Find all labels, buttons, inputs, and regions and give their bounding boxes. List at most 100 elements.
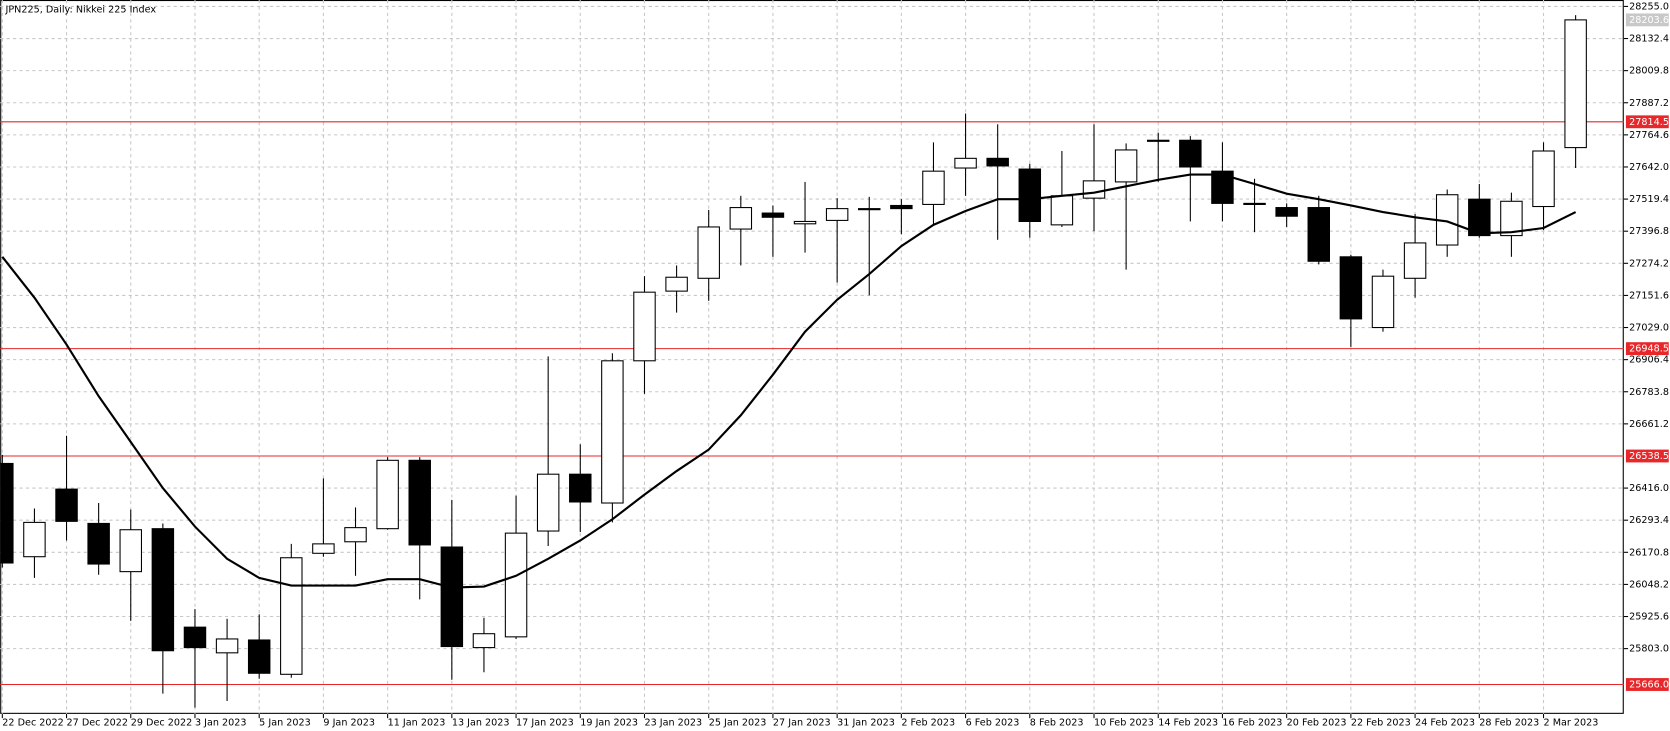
candle-body — [569, 473, 592, 503]
x-tick-label: 10 Feb 2023 — [1094, 717, 1154, 728]
candle-body — [890, 204, 913, 210]
current-price-label: 28203.6 — [1629, 15, 1669, 26]
y-tick-label: 27274.2 — [1629, 258, 1669, 269]
x-tick-label: 29 Dec 2022 — [131, 717, 193, 728]
y-tick-label: 26416.0 — [1629, 483, 1669, 494]
x-tick-label: 13 Jan 2023 — [452, 717, 510, 728]
y-tick-label: 25803.0 — [1629, 644, 1669, 655]
x-tick-label: 23 Jan 2023 — [644, 717, 702, 728]
candle-body — [1371, 275, 1395, 329]
candle-body — [1114, 149, 1138, 183]
candle-body — [376, 459, 399, 530]
candle-body — [87, 522, 110, 565]
candle-body — [536, 473, 560, 532]
candle-body — [312, 543, 335, 554]
candle-body — [697, 226, 720, 279]
y-tick-label: 25925.6 — [1629, 612, 1669, 623]
candle-body — [1307, 207, 1331, 262]
candle-body — [504, 532, 528, 638]
level-label-box — [1625, 449, 1669, 463]
chart-title: JPN225, Daily: Nikkei 225 Index — [5, 5, 157, 16]
x-tick-label: 27 Dec 2022 — [67, 717, 129, 728]
candle-body — [215, 638, 239, 654]
candle-body — [23, 521, 46, 558]
candle-body — [858, 208, 881, 211]
candle-body — [472, 633, 496, 649]
moving-average — [1, 173, 1577, 589]
y-tick-label: 26170.8 — [1629, 547, 1669, 558]
candle-body — [0, 462, 14, 564]
x-tick-label: 5 Jan 2023 — [259, 717, 311, 728]
candle-body — [1500, 200, 1523, 237]
x-tick-label: 6 Feb 2023 — [966, 717, 1020, 728]
candle-body — [793, 220, 817, 225]
x-tick-label: 31 Jan 2023 — [837, 717, 895, 728]
candle-body — [119, 529, 142, 573]
candle-body — [1532, 150, 1555, 208]
y-tick-label: 26048.2 — [1629, 579, 1669, 590]
x-tick-label: 25 Jan 2023 — [709, 717, 767, 728]
y-tick-label: 27396.8 — [1629, 226, 1669, 237]
level-label-box — [1625, 115, 1669, 129]
candle-body — [1211, 170, 1234, 204]
y-tick-label: 28132.4 — [1629, 34, 1669, 45]
x-tick-label: 14 Feb 2023 — [1158, 717, 1218, 728]
candle-body — [1018, 168, 1042, 222]
candle-body — [344, 527, 367, 543]
x-tick-label: 22 Dec 2022 — [2, 717, 64, 728]
candle-body — [1275, 207, 1298, 217]
level-label: 25666.0 — [1629, 680, 1669, 691]
candle-body — [247, 639, 271, 674]
y-tick-label: 27642.0 — [1629, 162, 1669, 173]
candle-body — [761, 212, 785, 218]
candle-body — [1564, 19, 1587, 149]
y-tick-label: 27151.6 — [1629, 290, 1669, 301]
candle-body — [1468, 198, 1491, 237]
plot-area — [0, 15, 1624, 708]
x-tick-label: 2 Mar 2023 — [1544, 717, 1599, 728]
x-tick-label: 16 Feb 2023 — [1222, 717, 1282, 728]
x-tick-label: 27 Jan 2023 — [773, 717, 831, 728]
candle-body — [1050, 195, 1074, 226]
candle-body — [1403, 242, 1427, 279]
y-tick-label: 26661.2 — [1629, 419, 1669, 430]
candle-body — [55, 488, 78, 522]
y-tick-label: 26293.4 — [1629, 515, 1669, 526]
candle-body — [922, 170, 945, 205]
y-tick-label: 27887.2 — [1629, 98, 1669, 109]
x-tick-label: 3 Jan 2023 — [195, 717, 247, 728]
candle-body — [1339, 256, 1363, 320]
candle-body — [1243, 202, 1266, 205]
x-tick-label: 22 Feb 2023 — [1351, 717, 1411, 728]
level-label: 26948.5 — [1629, 344, 1669, 355]
y-tick-label: 27764.6 — [1629, 130, 1669, 141]
level-label: 27814.5 — [1629, 117, 1669, 128]
x-tick-label: 9 Jan 2023 — [323, 717, 375, 728]
candle-body — [1082, 180, 1106, 199]
candle-body — [729, 207, 753, 230]
x-tick-label: 8 Feb 2023 — [1030, 717, 1084, 728]
level-label-box — [1625, 678, 1669, 691]
x-tick-label: 11 Jan 2023 — [388, 717, 446, 728]
candle-body — [183, 626, 207, 649]
candle-body — [665, 276, 688, 292]
x-tick-label: 19 Jan 2023 — [580, 717, 638, 728]
candle-body — [825, 208, 849, 221]
level-label-box — [1625, 342, 1669, 356]
candle-body — [601, 360, 624, 504]
candle-body — [440, 546, 464, 648]
y-tick-label: 28009.8 — [1629, 66, 1669, 77]
x-tick-label: 2 Feb 2023 — [901, 717, 955, 728]
candle-body — [986, 157, 1009, 167]
x-tick-label: 24 Feb 2023 — [1415, 717, 1475, 728]
candle-body — [954, 157, 977, 169]
candle-body — [408, 459, 431, 546]
y-tick-label: 26783.8 — [1629, 387, 1669, 398]
y-tick-label: 27519.4 — [1629, 194, 1669, 205]
x-tick-label: 17 Jan 2023 — [516, 717, 574, 728]
current-price-box — [1625, 13, 1669, 27]
x-tick-label: 28 Feb 2023 — [1479, 717, 1539, 728]
